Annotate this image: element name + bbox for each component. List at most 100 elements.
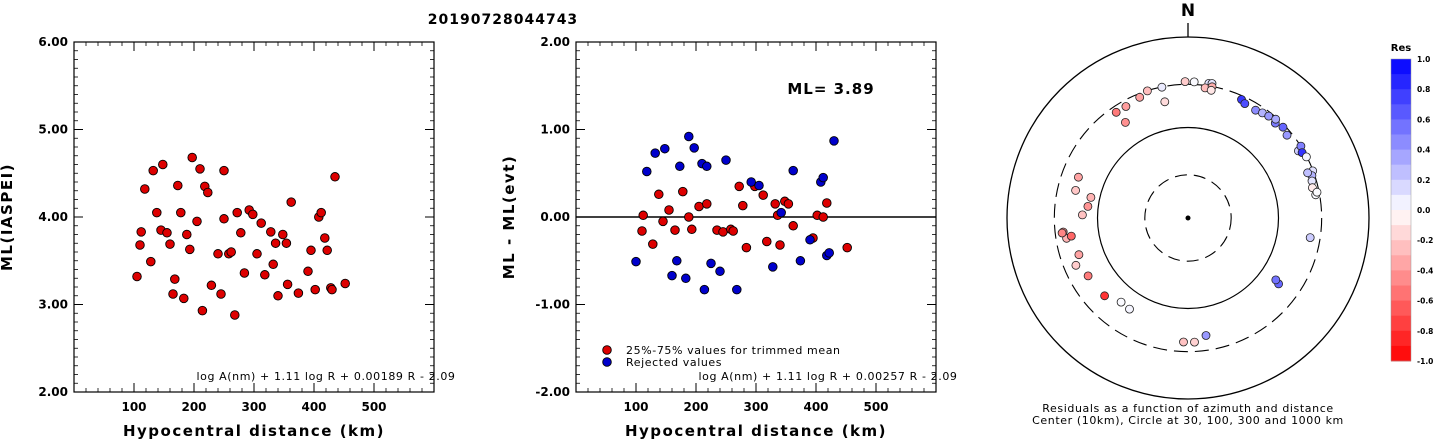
y-tick-label: 2.00 — [540, 35, 570, 49]
colorbar-cell — [1391, 255, 1411, 271]
data-point — [176, 207, 186, 218]
azimuth-polar-plot: N Residuals as a function of azimuth and … — [1006, 1, 1433, 427]
data-point — [173, 180, 183, 191]
ml-vs-distance-plot: 2.00 3.00 4.00 5.00 6.00 100 200 300 400 500 Hypoc… — [0, 35, 455, 440]
data-point — [135, 240, 145, 250]
data-point — [664, 205, 674, 215]
figure-title: 20190728044743 — [428, 12, 578, 28]
data-point — [219, 214, 229, 224]
colorbar-cell — [1391, 134, 1411, 150]
station-residual-point — [1071, 185, 1080, 195]
data-point — [165, 239, 175, 249]
station-residual-point — [1190, 337, 1199, 347]
colorbar-cell — [1391, 300, 1411, 317]
colorbar-tick-label: 0.2 — [1417, 176, 1430, 185]
data-point — [278, 229, 288, 240]
data-point — [140, 184, 150, 194]
data-point — [768, 262, 778, 272]
y-tick-label: 3.00 — [38, 298, 68, 312]
station-residual-point — [1066, 231, 1076, 241]
data-point — [654, 189, 664, 200]
data-point — [642, 166, 652, 177]
data-point — [650, 148, 660, 158]
data-point — [728, 226, 738, 236]
data-point — [286, 197, 296, 207]
data-point — [268, 259, 278, 270]
data-point — [670, 225, 680, 235]
data-point — [754, 180, 764, 191]
data-point — [706, 258, 716, 269]
data-point — [718, 227, 728, 237]
residual-vs-distance-plot: -2.00 -1.00 0.00 1.00 2.00 100 200 300 400 500 Hyp… — [500, 35, 957, 440]
colorbar-cell — [1391, 179, 1411, 196]
data-point — [256, 218, 266, 228]
x-tick-label: 400 — [301, 400, 326, 414]
data-point — [266, 227, 276, 237]
data-point — [306, 245, 316, 256]
data-point — [762, 236, 772, 247]
data-point — [822, 198, 832, 208]
station-residual-point — [1201, 331, 1211, 340]
data-point — [842, 242, 852, 253]
data-point — [316, 207, 326, 218]
colorbar-cell — [1391, 119, 1411, 135]
x-tick-label: 500 — [863, 400, 888, 414]
station-residual-point — [1143, 86, 1152, 96]
colorbar-tick-label: -0.2 — [1417, 236, 1433, 245]
colorbar-tick-label: 0.8 — [1417, 85, 1430, 94]
polar-caption-1: Residuals as a function of azimuth and d… — [1042, 402, 1333, 415]
station-residual-point — [1135, 92, 1145, 102]
data-point — [829, 136, 839, 146]
data-point — [795, 256, 806, 266]
data-point — [715, 266, 725, 277]
colorbar-cell — [1391, 330, 1411, 347]
station-residual-point — [1271, 114, 1281, 124]
data-point — [213, 249, 223, 259]
data-point — [684, 212, 694, 222]
data-point — [192, 216, 202, 227]
colorbar-tick-label: 0.6 — [1417, 115, 1430, 124]
y-axis-label: ML - ML(evt) — [500, 155, 518, 279]
data-point — [667, 270, 677, 281]
data-point — [252, 249, 262, 259]
y-tick-label: 0.00 — [540, 210, 570, 224]
data-point — [818, 212, 828, 222]
data-point — [195, 164, 205, 174]
data-point — [216, 289, 226, 299]
y-tick-label: 5.00 — [38, 123, 68, 137]
data-point — [206, 280, 217, 291]
data-point — [203, 187, 213, 198]
station-residual-point — [1116, 297, 1126, 307]
data-point — [239, 268, 250, 278]
x-tick-label: 100 — [623, 400, 648, 414]
station-residual-point — [1086, 192, 1096, 202]
data-point — [232, 207, 242, 218]
station-residual-point — [1305, 233, 1315, 243]
station-residual-point — [1111, 107, 1121, 117]
data-point — [327, 284, 337, 295]
center-dot — [1185, 215, 1191, 221]
formula-text: log A(nm) + 1.11 log R + 0.00257 R - 2.0… — [698, 370, 957, 383]
polar-caption-2: Center (10km), Circle at 30, 100, 300 an… — [1032, 414, 1344, 427]
y-tick-label: -2.00 — [535, 385, 570, 399]
station-residual-point — [1083, 271, 1093, 281]
data-point — [678, 186, 688, 197]
data-point — [152, 207, 162, 218]
colorbar-cell — [1391, 315, 1411, 332]
data-point — [310, 284, 320, 295]
station-residual-point — [1303, 168, 1312, 178]
x-tick-label: 200 — [683, 400, 708, 414]
station-residual-point — [1071, 260, 1081, 270]
x-tick-label: 500 — [361, 400, 386, 414]
x-tick-label: 300 — [241, 400, 266, 414]
data-point — [168, 289, 178, 299]
data-point — [179, 293, 189, 304]
legend-label: 25%-75% values for trimmed mean — [626, 344, 841, 357]
data-point — [226, 247, 236, 257]
station-residual-point — [1121, 102, 1131, 111]
data-point — [702, 161, 712, 172]
data-point — [675, 161, 685, 172]
station-residual-point — [1240, 99, 1250, 108]
data-point — [684, 131, 694, 142]
